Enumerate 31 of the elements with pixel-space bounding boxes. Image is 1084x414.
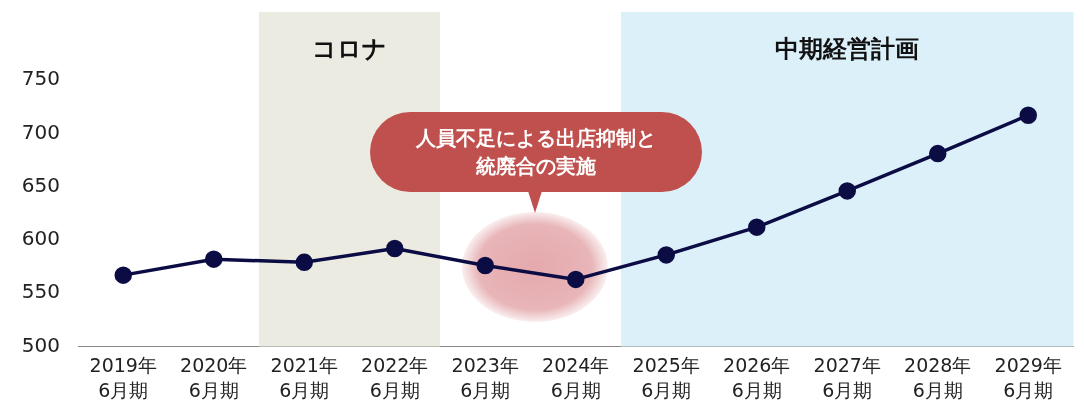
x-tick-label: 2021年 6月期 xyxy=(270,353,338,401)
x-tick-label: 2019年 6月期 xyxy=(89,353,157,401)
x-tick-label: 2020年 6月期 xyxy=(180,353,248,401)
x-tick-label: 2025年 6月期 xyxy=(632,353,700,401)
y-tick-label: 750 xyxy=(21,66,60,91)
x-tick-label: 2024年 6月期 xyxy=(542,353,610,401)
band-label: 中期経営計画 xyxy=(775,35,920,64)
band-label: コロナ xyxy=(312,35,387,64)
point xyxy=(114,266,132,284)
x-tick-label: 2023年 6月期 xyxy=(451,353,519,401)
point xyxy=(386,239,404,258)
y-tick-label: 700 xyxy=(21,119,60,144)
y-tick-label: 650 xyxy=(21,172,60,197)
point xyxy=(748,218,766,236)
point xyxy=(657,246,675,264)
x-tick-label: 2028年 6月期 xyxy=(904,353,972,401)
point xyxy=(929,144,947,163)
x-tick-label: 2029年 6月期 xyxy=(994,353,1062,401)
point xyxy=(1019,106,1037,124)
x-tick-label: 2022年 6月期 xyxy=(361,353,429,401)
y-tick-label: 550 xyxy=(21,279,60,304)
y-tick-label: 500 xyxy=(21,332,60,357)
point xyxy=(295,253,313,272)
annotation: 人員不足による出店抑制と統廃合の実施 xyxy=(415,125,657,180)
point xyxy=(567,270,585,289)
point xyxy=(476,256,494,275)
y-tick-label: 600 xyxy=(21,226,60,251)
x-tick-label: 2027年 6月期 xyxy=(813,353,881,401)
x-tick-label: 2026年 6月期 xyxy=(723,353,791,401)
point xyxy=(838,182,856,200)
point xyxy=(205,250,223,268)
